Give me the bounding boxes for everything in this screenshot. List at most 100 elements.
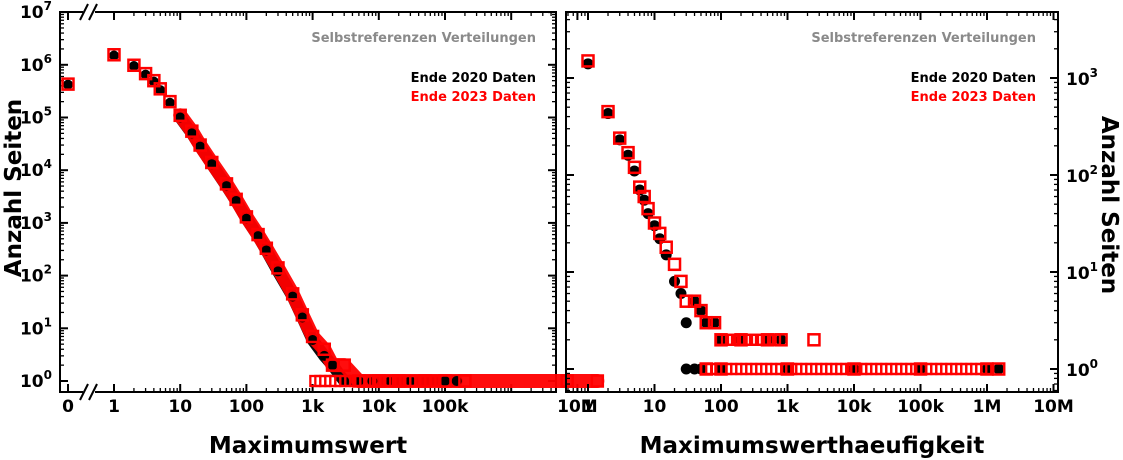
left-point-2020 (307, 334, 318, 345)
left-point-2023 (173, 108, 187, 123)
left-y-tick-label: 104 (20, 157, 52, 181)
left-point-2023 (285, 287, 300, 301)
left-point-2023 (185, 124, 199, 138)
left-point-2023 (138, 66, 153, 81)
axis-break-mark (88, 3, 98, 21)
left-y-tick-label: 100 (20, 368, 52, 392)
right-point-2023 (627, 160, 642, 175)
right-x-tick-label: 10 (643, 397, 667, 417)
right-point-2023 (653, 226, 667, 241)
left-point-2023 (127, 58, 141, 73)
left-point-2020 (339, 376, 350, 386)
left-point-2023 (163, 94, 177, 109)
right-y-axis-label: Anzahl Seiten (1096, 116, 1122, 294)
left-point-2023 (429, 374, 442, 388)
left-point-2020 (440, 376, 450, 386)
right-point-2020 (628, 165, 640, 177)
right-point-2023 (612, 131, 627, 145)
left-point-2023 (317, 342, 332, 357)
left-point-2023 (107, 48, 121, 62)
right-point-2023 (768, 333, 782, 346)
left-x-tick-label: 1 (108, 397, 120, 417)
left-x-tick-label: 100 (229, 397, 265, 417)
axis-break-mark (79, 383, 89, 401)
right-x-axis-label: Maximumswerthaeufigkeit (640, 433, 985, 459)
left-x-tick-label: 1k (301, 397, 325, 417)
right-y-tick-label: 102 (1066, 163, 1098, 187)
left-point-2023 (295, 308, 310, 322)
right-x-tick-label: 1 (582, 397, 594, 417)
left-point-2023 (305, 329, 320, 344)
right-point-2023 (601, 104, 615, 119)
right-y-tick-label: 100 (1066, 357, 1098, 381)
right-x-tick-label: 10k (837, 397, 873, 417)
right-plot-frame (565, 11, 1059, 393)
right-point-2023 (674, 274, 688, 289)
left-y-tick-label: 106 (20, 52, 52, 76)
left-x-tick-label: 10 (168, 397, 192, 417)
left-x-tick-label: 10M (557, 397, 598, 417)
left-point-2023 (560, 374, 574, 388)
right-point-2023 (581, 54, 595, 68)
right-legend-2020: Ende 2020 Daten (911, 71, 1036, 86)
left-point-2020 (155, 85, 166, 96)
right-y-tick-label: 103 (1066, 66, 1098, 90)
left-point-2023 (193, 138, 207, 152)
left-x-tick-label: 10k (361, 397, 397, 417)
right-point-2023 (641, 201, 655, 216)
left-x-tick-label: 100k (422, 397, 469, 417)
right-point-2023 (807, 333, 821, 347)
right-point-2023 (991, 362, 1006, 376)
right-chart-title: Selbstreferenzen Verteilungen (811, 31, 1036, 46)
right-point-2020 (993, 363, 1005, 375)
right-point-2020 (582, 58, 594, 70)
right-x-tick-label: 1k (776, 397, 800, 417)
right-point-2020 (680, 363, 692, 375)
right-point-2023 (980, 362, 993, 376)
left-plot-frame (59, 11, 557, 393)
left-point-2020 (231, 196, 242, 207)
right-point-2023 (707, 315, 722, 330)
left-point-2020 (109, 50, 119, 61)
left-point-2020 (253, 231, 264, 242)
left-point-2020 (327, 360, 338, 371)
left-y-tick-label: 105 (20, 105, 52, 129)
left-point-2020 (206, 159, 217, 170)
right-point-2020 (680, 317, 692, 329)
right-y-tick-label: 101 (1066, 260, 1098, 284)
right-point-2023 (699, 315, 713, 330)
left-point-2020 (63, 79, 73, 90)
left-point-2023 (205, 155, 219, 170)
left-point-2023 (259, 241, 274, 256)
left-point-2023 (271, 261, 285, 275)
right-x-tick-label: 100k (897, 397, 944, 417)
left-x-axis-label: Maximumswert (209, 433, 407, 459)
left-y-tick-label: 107 (20, 0, 52, 23)
left-y-tick-label: 101 (20, 315, 52, 339)
left-y-tick-label: 102 (20, 263, 52, 287)
left-legend-2023: Ende 2023 Daten (411, 90, 536, 105)
right-x-tick-label: 1M (973, 397, 1002, 417)
left-point-2023 (458, 374, 472, 388)
right-legend-2023: Ende 2023 Daten (911, 90, 1036, 105)
right-point-2023 (667, 257, 682, 272)
axis-break-mark (88, 383, 98, 401)
left-point-2023 (239, 210, 254, 224)
left-x-tick-label: 0 (62, 397, 74, 417)
left-point-2023 (219, 177, 234, 191)
left-point-2023 (251, 227, 265, 242)
right-point-2023 (659, 240, 673, 254)
right-point-2023 (679, 294, 693, 308)
left-y-axis-label: Anzahl Seiten (1, 99, 27, 277)
left-point-2020 (128, 60, 139, 71)
left-y-tick-label: 103 (20, 210, 52, 234)
left-series-2023-band (173, 108, 605, 388)
axis-break-mark (79, 3, 89, 21)
left-legend-2020: Ende 2020 Daten (411, 71, 536, 86)
left-point-2023 (61, 77, 75, 91)
left-point-2020 (272, 266, 283, 277)
right-x-tick-label: 100 (703, 397, 739, 417)
left-point-2023 (590, 374, 605, 388)
left-point-2020 (164, 97, 175, 108)
